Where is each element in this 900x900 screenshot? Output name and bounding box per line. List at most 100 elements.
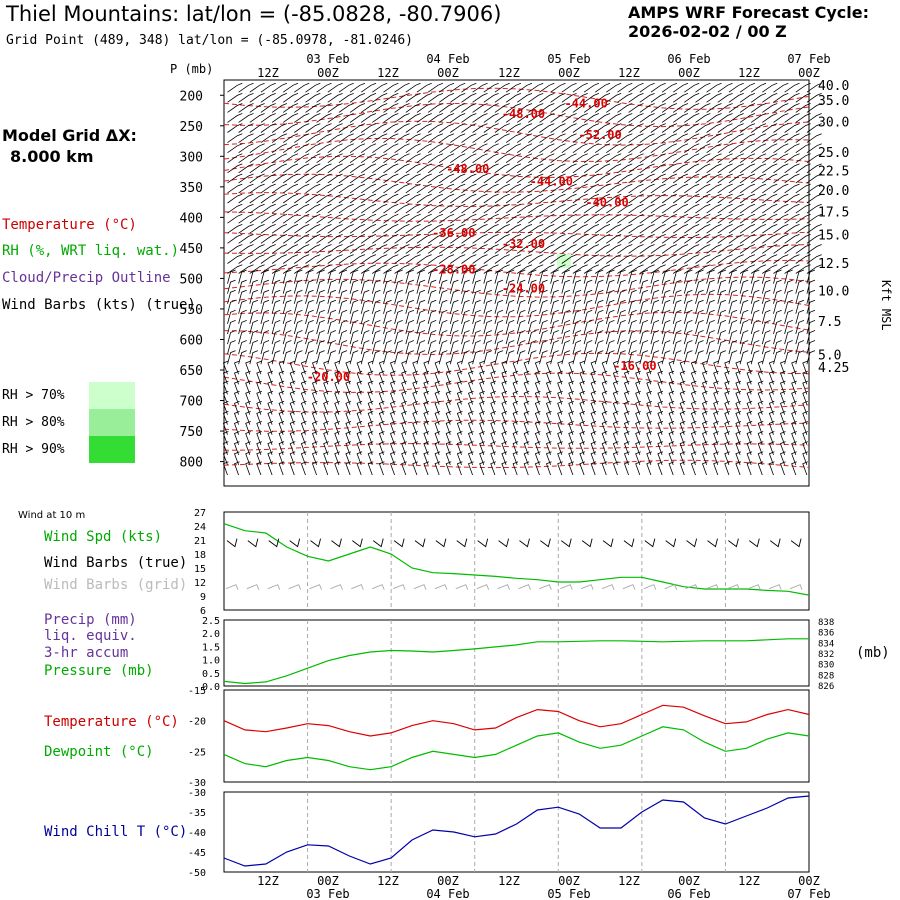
wind-barb [360, 254, 377, 264]
wind-barb [779, 411, 786, 425]
wind-barb [762, 133, 778, 143]
wind-barb [383, 289, 392, 304]
wind-barb [739, 244, 756, 254]
wind-barb [561, 289, 571, 304]
wind-barb [579, 431, 586, 445]
wind-barb [639, 244, 655, 254]
wind-barb-true [477, 538, 489, 548]
wind-barb [327, 330, 337, 345]
wind-barb [773, 234, 789, 244]
wind-barb [294, 93, 310, 103]
wind-barb [327, 320, 337, 335]
wind-barb [590, 380, 597, 395]
wind-barb [806, 103, 822, 113]
wind-barb [594, 254, 611, 264]
wind-barb [706, 82, 722, 93]
wind-barb [316, 173, 332, 184]
wind-barb [416, 213, 432, 224]
wind-barb [739, 103, 756, 113]
wind-barb [795, 320, 805, 335]
wind-barb-true [331, 538, 342, 548]
wind-barb [449, 279, 459, 294]
wind-barb [706, 289, 715, 304]
wind-barb [672, 143, 689, 154]
wind-barb [238, 203, 254, 214]
wind-barb [472, 254, 488, 264]
wind-barb [612, 370, 619, 385]
wind-barb [750, 244, 767, 254]
wind-barb [338, 330, 348, 345]
wind-barb [238, 193, 254, 204]
wind-barb [612, 390, 619, 405]
wind-barb [389, 400, 396, 415]
wind-barb [512, 390, 519, 405]
wind-barb [661, 203, 678, 214]
wind-barb [623, 441, 630, 456]
wind-barb [222, 380, 229, 395]
wind-barb [305, 234, 321, 244]
wind-barb [483, 330, 493, 345]
wind-barb [494, 123, 510, 133]
wind-barb [349, 183, 366, 194]
wind-barb [316, 264, 332, 274]
wind-barb [461, 234, 477, 244]
wind-barb [305, 340, 314, 355]
wind-barb [405, 244, 421, 254]
wind-barb [245, 380, 251, 395]
wind-barb [372, 183, 388, 194]
wind-barb [706, 193, 722, 204]
wind-barb [617, 143, 633, 154]
wind-barb [750, 309, 760, 325]
wind-barb [405, 264, 421, 274]
wind-barb [427, 234, 444, 244]
wind-barb [628, 264, 644, 274]
wind-barb [795, 103, 811, 113]
wind-barb [349, 113, 366, 123]
wind-barb-grid [330, 584, 343, 590]
wind-barb [628, 330, 637, 345]
wind-barb [617, 93, 633, 103]
wind-barb [528, 163, 544, 174]
wind-barb [305, 224, 321, 234]
wind-barb [316, 269, 325, 284]
wind-barb [461, 153, 477, 164]
wind-barb [356, 441, 363, 456]
wind-barb [594, 213, 611, 224]
wind-barb [483, 340, 493, 355]
wind-barb [245, 400, 251, 415]
wind-barb [561, 163, 577, 174]
wind-barb [706, 93, 722, 103]
wind-barb [401, 370, 407, 385]
wind-barb [717, 234, 733, 244]
wind-barb [672, 340, 682, 355]
wind-barb [360, 213, 377, 224]
wind-barb [516, 113, 533, 123]
wind-barb [806, 203, 822, 214]
wind-barb [467, 400, 474, 415]
wind-barb [646, 461, 652, 476]
wind-barb [479, 360, 485, 375]
wind-barb [494, 224, 510, 234]
wind-barb [539, 269, 548, 284]
wind-barb [706, 340, 715, 355]
wind-barb [728, 224, 744, 234]
wind-barb [557, 441, 563, 456]
wind-barb [271, 173, 288, 184]
wind-barb [338, 309, 348, 325]
wind-barb [394, 173, 410, 184]
wind-barb [479, 411, 485, 425]
wind-barb [349, 224, 366, 234]
wind-barb [305, 133, 321, 143]
wind-barb [661, 244, 678, 254]
wind-barb [795, 133, 811, 143]
wind-barb [795, 244, 811, 254]
isotherm-label: -40.00 [585, 195, 628, 209]
wind-barb [345, 370, 352, 385]
wind-barb [327, 213, 343, 224]
wind-barb [572, 153, 588, 164]
wind-barb [271, 279, 281, 294]
wind-barb [300, 431, 307, 445]
wind-barb [494, 143, 510, 154]
wind-barb [617, 279, 626, 294]
dewpoint-label: Dewpoint (°C) [44, 744, 154, 760]
